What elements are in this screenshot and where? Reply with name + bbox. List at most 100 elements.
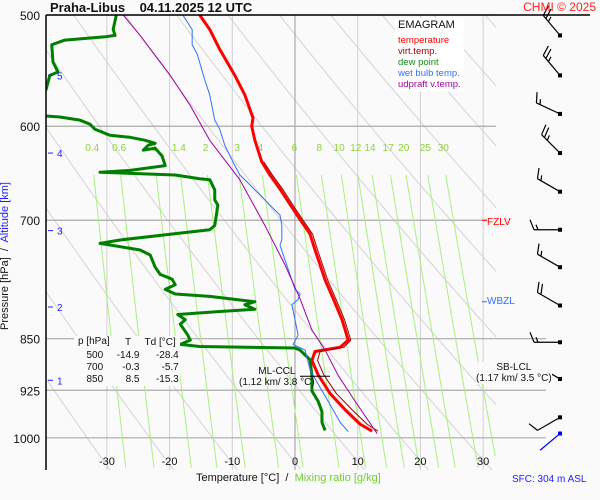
mixing-ratio-line: [238, 174, 280, 468]
legend: EMAGRAM temperature virt.temp. dew point…: [395, 18, 464, 92]
dry-adiabat: [330, 15, 496, 209]
mixing-ratio-label: 1.4: [172, 143, 186, 154]
altitude-label: Altitude [km]: [0, 182, 11, 243]
mixing-ratio-line: [445, 174, 496, 456]
wind-barb: [536, 243, 562, 270]
cell: 8.5: [125, 374, 140, 385]
barb-station-dot: [558, 303, 562, 308]
x-axis-separator: /: [285, 472, 289, 484]
barb-station-dot: [558, 265, 562, 270]
wind-barb: [529, 219, 562, 232]
legend-virt-temp: virt.temp.: [398, 46, 438, 57]
altitude-tick-label: 2: [57, 303, 63, 314]
barb-full: [536, 243, 540, 255]
mixing-ratio-label: 10: [334, 143, 346, 154]
barb-staff: [542, 55, 561, 76]
header-title: Praha-Libus 04.11.2025 12 UTC: [50, 0, 252, 15]
barb-full: [535, 92, 538, 103]
altitude-tick-label: 3: [57, 227, 63, 238]
x-axis-label: Temperature [°C]: [196, 472, 280, 484]
mixing-ratio-label: 8: [317, 143, 323, 154]
barb-staff: [537, 178, 561, 193]
barb-station-dot: [558, 376, 562, 381]
x-tick-label: 20: [414, 456, 426, 468]
cell: -15.3: [155, 374, 179, 385]
mixing-ratio-label: 6: [292, 143, 298, 154]
dry-adiabat: [175, 15, 496, 406]
altitude-tick-label: 1: [57, 376, 63, 387]
ml-ccl-detail: (1.12 km/ 3.8 °C): [239, 377, 315, 388]
barb-half: [535, 337, 539, 343]
y-tick-label: 700: [20, 214, 40, 228]
barb-full: [543, 127, 550, 138]
surface-elevation: SFC: 304 m ASL: [512, 474, 587, 485]
dry-adiabat: [46, 290, 175, 470]
barb-full: [545, 8, 552, 19]
barb-full: [536, 167, 540, 179]
x-tick-label: -10: [224, 456, 240, 468]
station-name: Praha-Libus: [50, 0, 126, 15]
dry-adiabat: [278, 15, 496, 272]
mixing-ratio-label: 20: [398, 143, 410, 154]
series-udpraft-v-temp--line: [122, 15, 378, 434]
barb-station-dot: [558, 151, 562, 156]
mixing-ratio-label: Mixing ratio [g/kg]: [294, 472, 381, 484]
wind-barb: [528, 415, 562, 431]
mixing-ratio-label: 14: [364, 143, 376, 154]
wind-barb: [541, 124, 562, 156]
barb-staff: [541, 134, 561, 154]
dry-adiabat: [46, 48, 366, 470]
x-tick-label: -30: [99, 456, 115, 468]
y-axis-title: Pressure [hPa] / Altitude [km]: [0, 182, 11, 330]
fzlv-label: FZLV: [487, 217, 511, 228]
mixing-ratio-label: 12: [350, 143, 362, 154]
dry-adiabat: [46, 207, 238, 470]
cell: 500: [86, 350, 104, 361]
mixing-ratio-line: [340, 174, 388, 468]
barb-full: [529, 332, 535, 343]
table-header: p [hPa]: [78, 336, 110, 347]
barb-staff: [537, 291, 561, 307]
y-tick-label: 925: [20, 384, 40, 398]
y-tick-label: 850: [20, 333, 40, 347]
wind-barb: [536, 167, 562, 194]
wind-barb: [542, 45, 562, 78]
mixing-ratio-line: [295, 174, 340, 468]
legend-title: EMAGRAM: [398, 19, 455, 31]
series-virt-temp--line: [263, 161, 379, 432]
cell: 700: [86, 362, 104, 373]
wbzl-label: WBZL: [487, 296, 515, 307]
wind-barb: [529, 332, 562, 345]
mixing-ratio-line: [371, 174, 420, 468]
barb-full: [541, 124, 547, 135]
ml-ccl-title: ML-CCL: [258, 366, 296, 377]
barb-full: [528, 423, 538, 431]
mixing-ratio-label: 2: [203, 143, 209, 154]
level-table: p [hPa] T Td [°C] 500 -14.9 -28.4 700 -0.3 -5.…: [74, 336, 180, 386]
cell: -14.9: [116, 350, 140, 361]
legend-temperature: temperature: [398, 35, 450, 46]
barb-station-dot: [558, 33, 562, 38]
barb-station-dot: [558, 340, 562, 345]
barb-full: [536, 281, 540, 293]
barb-station-dot: [558, 431, 562, 436]
mixing-ratio-label: 0.6: [112, 143, 126, 154]
dry-adiabat: [46, 126, 302, 470]
barb-station-dot: [558, 111, 562, 116]
y-tick-label: 1000: [13, 432, 40, 446]
x-tick-label: 0: [292, 456, 298, 468]
barb-full: [540, 283, 544, 295]
sb-lcl-detail: (1.17 km/ 3.5 °C): [476, 373, 552, 384]
dry-adiabat: [227, 15, 496, 338]
mixing-ratio-label: 4: [258, 143, 264, 154]
legend-updraft: udpraft v.temp.: [398, 79, 461, 90]
barb-full: [542, 45, 549, 56]
barb-staff: [539, 433, 561, 451]
table-row: 700 -0.3 -5.7: [74, 362, 180, 374]
x-tick-label: 10: [352, 456, 364, 468]
table-row: 500 -14.9 -28.4: [74, 349, 180, 362]
mixing-ratio-label: 17: [383, 143, 395, 154]
mixing-ratio-line: [357, 174, 405, 468]
series-dew-point-line: [46, 15, 327, 431]
